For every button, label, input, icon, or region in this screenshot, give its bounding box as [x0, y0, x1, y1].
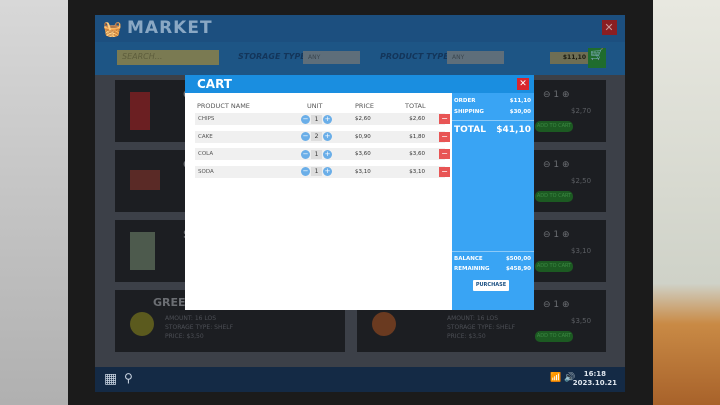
product-card-controls: ⊖ 1 ⊕ $2,70 ADD TO CART: [531, 80, 606, 142]
decrease-button[interactable]: −: [301, 114, 310, 124]
add-to-cart-button[interactable]: ADD TO CART: [535, 191, 573, 202]
product-card-controls: ⊖ 1 ⊕ $2,50 ADD TO CART: [531, 150, 606, 212]
storage-type-label: STORAGE TYPE: [238, 52, 306, 61]
basket-icon: 🧺: [103, 20, 123, 38]
total-row: TOTAL $41,10: [454, 125, 531, 135]
quantity-stepper: −1 +: [301, 149, 332, 159]
product-image: [130, 170, 160, 190]
product-image: [130, 312, 154, 336]
decrease-button[interactable]: −: [301, 149, 310, 159]
balance-row: BALANCE $500,00: [454, 256, 531, 262]
quantity-stepper: −1 +: [301, 114, 332, 124]
quantity-stepper[interactable]: ⊖ 1 ⊕: [543, 230, 570, 240]
quantity-stepper: −2 +: [301, 132, 332, 141]
product-price: $2,50: [571, 177, 592, 185]
quantity-value: 1: [311, 167, 322, 176]
quantity-value: 1: [311, 149, 322, 159]
cart-header: CART ✕: [185, 75, 534, 93]
market-header: 🧺 MARKET ✕: [95, 15, 625, 42]
item-name: CHIPS: [198, 116, 215, 122]
clock: 16:18 2023.10.21: [572, 370, 617, 387]
quantity-stepper: −1 +: [301, 167, 332, 176]
purchase-button[interactable]: PURCHASE: [473, 280, 509, 291]
start-grid-icon[interactable]: ▦: [104, 371, 118, 387]
increase-button[interactable]: +: [323, 114, 332, 124]
cart-row: COLA −1 + $3,60 $3,60 −: [195, 148, 450, 160]
filter-bar: SEARCH... STORAGE TYPE ANY PRODUCT TYPE …: [95, 42, 625, 75]
product-image: [130, 232, 155, 270]
item-price: $0,90: [355, 133, 371, 140]
divider: [452, 120, 534, 121]
header-price: PRICE: [355, 102, 374, 110]
search-icon[interactable]: ⚲: [124, 371, 133, 385]
remove-item-button[interactable]: −: [439, 131, 450, 142]
cart-row: CHIPS −1 + $2,60 $2,60 −: [195, 113, 450, 125]
increase-button[interactable]: +: [323, 149, 332, 159]
add-to-cart-button[interactable]: ADD TO CART: [535, 261, 573, 272]
cart-row: SODA −1 + $3,10 $3,10 −: [195, 165, 450, 178]
quantity-stepper[interactable]: ⊖ 1 ⊕: [543, 300, 570, 310]
market-close-button[interactable]: ✕: [602, 20, 617, 35]
cart-dialog: CART ✕ PRODUCT NAME UNIT PRICE TOTAL CHI…: [185, 75, 534, 310]
remaining-row: REMAINING $458,90: [454, 266, 531, 272]
quantity-stepper[interactable]: ⊖ 1 ⊕: [543, 160, 570, 170]
decrease-button[interactable]: −: [301, 167, 310, 176]
increase-button[interactable]: +: [323, 132, 332, 141]
window-background: [645, 0, 720, 405]
taskbar: ▦ ⚲ 📶 🔊 16:18 2023.10.21: [95, 367, 625, 392]
item-total: $2,60: [409, 116, 425, 122]
product-price: $2,70: [571, 107, 592, 115]
product-name: GREEN: [153, 296, 195, 309]
cart-summary: ORDER $11,10 SHIPPING $30,00 TOTAL $41,10 B…: [452, 93, 534, 310]
decrease-button[interactable]: −: [301, 132, 310, 141]
shipping-row: SHIPPING $30,00: [454, 109, 531, 115]
header-product-name: PRODUCT NAME: [197, 102, 250, 110]
item-price: $3,10: [355, 168, 371, 175]
divider: [452, 251, 534, 252]
item-name: SODA: [198, 168, 214, 175]
header-total: TOTAL: [405, 102, 426, 110]
item-total: $3,10: [409, 168, 425, 175]
cart-row: CAKE −2 + $0,90 $1,80 −: [195, 130, 450, 143]
item-price: $3,60: [355, 151, 371, 157]
item-name: COLA: [198, 151, 214, 157]
remove-item-button[interactable]: −: [439, 149, 450, 159]
item-name: CAKE: [198, 133, 213, 140]
item-total: $3,60: [409, 151, 425, 157]
wall: [0, 0, 75, 405]
product-type-label: PRODUCT TYPE: [380, 52, 449, 61]
product-type-select[interactable]: ANY: [447, 51, 504, 64]
cart-close-button[interactable]: ✕: [517, 78, 529, 90]
add-to-cart-button[interactable]: ADD TO CART: [535, 331, 573, 342]
quantity-value: 1: [311, 114, 322, 124]
storage-type-select[interactable]: ANY: [303, 51, 360, 64]
add-to-cart-button[interactable]: ADD TO CART: [535, 121, 573, 132]
product-image: [372, 312, 396, 336]
order-row: ORDER $11,10: [454, 98, 531, 104]
increase-button[interactable]: +: [323, 167, 332, 176]
cart-button[interactable]: 🛒: [588, 48, 606, 68]
cart-title: CART: [197, 77, 232, 91]
search-input[interactable]: SEARCH...: [117, 50, 219, 65]
product-card-controls: ⊖ 1 ⊕ $3,50 ADD TO CART: [531, 290, 606, 352]
product-card-controls: ⊖ 1 ⊕ $3,10 ADD TO CART: [531, 220, 606, 282]
header-unit: UNIT: [307, 102, 323, 110]
money-display: $11,10: [550, 52, 590, 64]
product-price: $3,10: [571, 247, 592, 255]
product-price: $3,50: [571, 317, 592, 325]
remove-item-button[interactable]: −: [439, 166, 450, 177]
quantity-stepper[interactable]: ⊖ 1 ⊕: [543, 90, 570, 100]
item-price: $2,60: [355, 116, 371, 122]
market-title: MARKET: [127, 18, 213, 38]
quantity-value: 2: [311, 132, 322, 141]
wifi-volume-icons: 📶 🔊: [550, 373, 576, 383]
product-image: [130, 92, 150, 130]
remove-item-button[interactable]: −: [439, 114, 450, 124]
product-details: AMOUNT: 16 LOS STORAGE TYPE: SHELF PRICE: …: [447, 315, 516, 340]
product-details: AMOUNT: 16 LOS STORAGE TYPE: SHELF PRICE: …: [165, 315, 234, 340]
item-total: $1,80: [409, 133, 425, 140]
